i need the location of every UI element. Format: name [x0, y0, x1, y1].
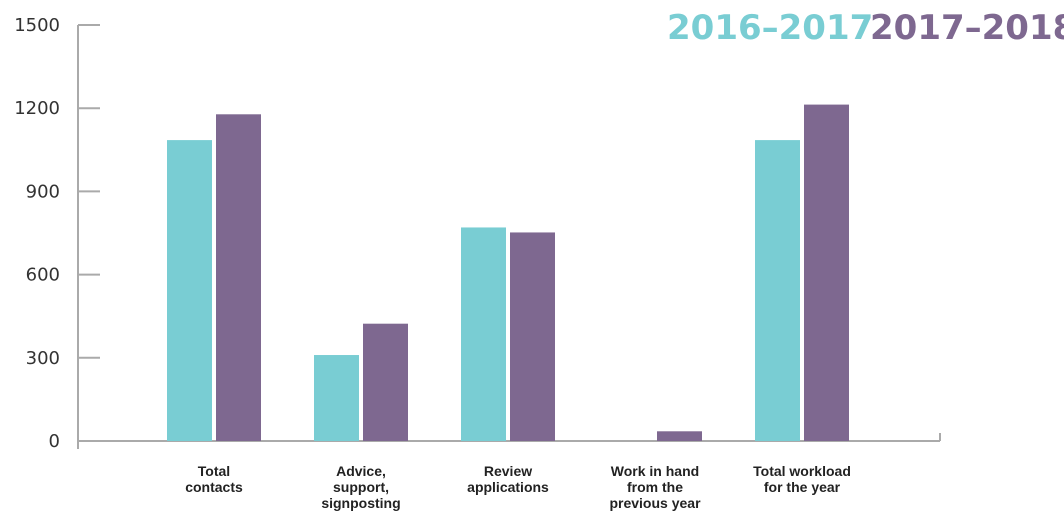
legend-item-2016-2017: 2016–2017 [667, 8, 873, 48]
category-label: Advice, support, signposting [321, 463, 400, 511]
bar-series2-cat4 [657, 431, 702, 441]
category-label: Total workload for the year [753, 463, 851, 495]
y-tick-labels: 0 300 600 900 1200 1500 [14, 15, 60, 452]
legend-item-2017-2018: 2017–2018 [870, 8, 1064, 48]
y-tick-label: 0 [49, 431, 60, 452]
bar-series2-cat3 [510, 232, 555, 441]
category-label: Work in hand from the previous year [609, 463, 701, 511]
bar-series1-cat3 [461, 227, 506, 441]
category-labels: Total contacts Advice, support, signposting R… [185, 463, 851, 511]
bar-series2-cat2 [363, 323, 408, 441]
bar-series1-cat5 [755, 140, 800, 442]
legend: 2016–2017 2017–2018 [667, 8, 1064, 48]
bars [167, 104, 849, 442]
y-tick-label: 1200 [14, 98, 60, 119]
y-tick-label: 600 [26, 265, 60, 286]
category-label: Total contacts [185, 463, 243, 495]
y-tick-label: 1500 [14, 15, 60, 36]
y-tick-label: 300 [26, 348, 60, 369]
bar-series1-cat1 [167, 140, 212, 442]
y-tick-label: 900 [26, 181, 60, 202]
bar-series2-cat1 [216, 114, 261, 441]
category-label: Review applications [467, 463, 549, 495]
bar-series2-cat5 [804, 104, 849, 441]
bar-series1-cat2 [314, 355, 359, 441]
